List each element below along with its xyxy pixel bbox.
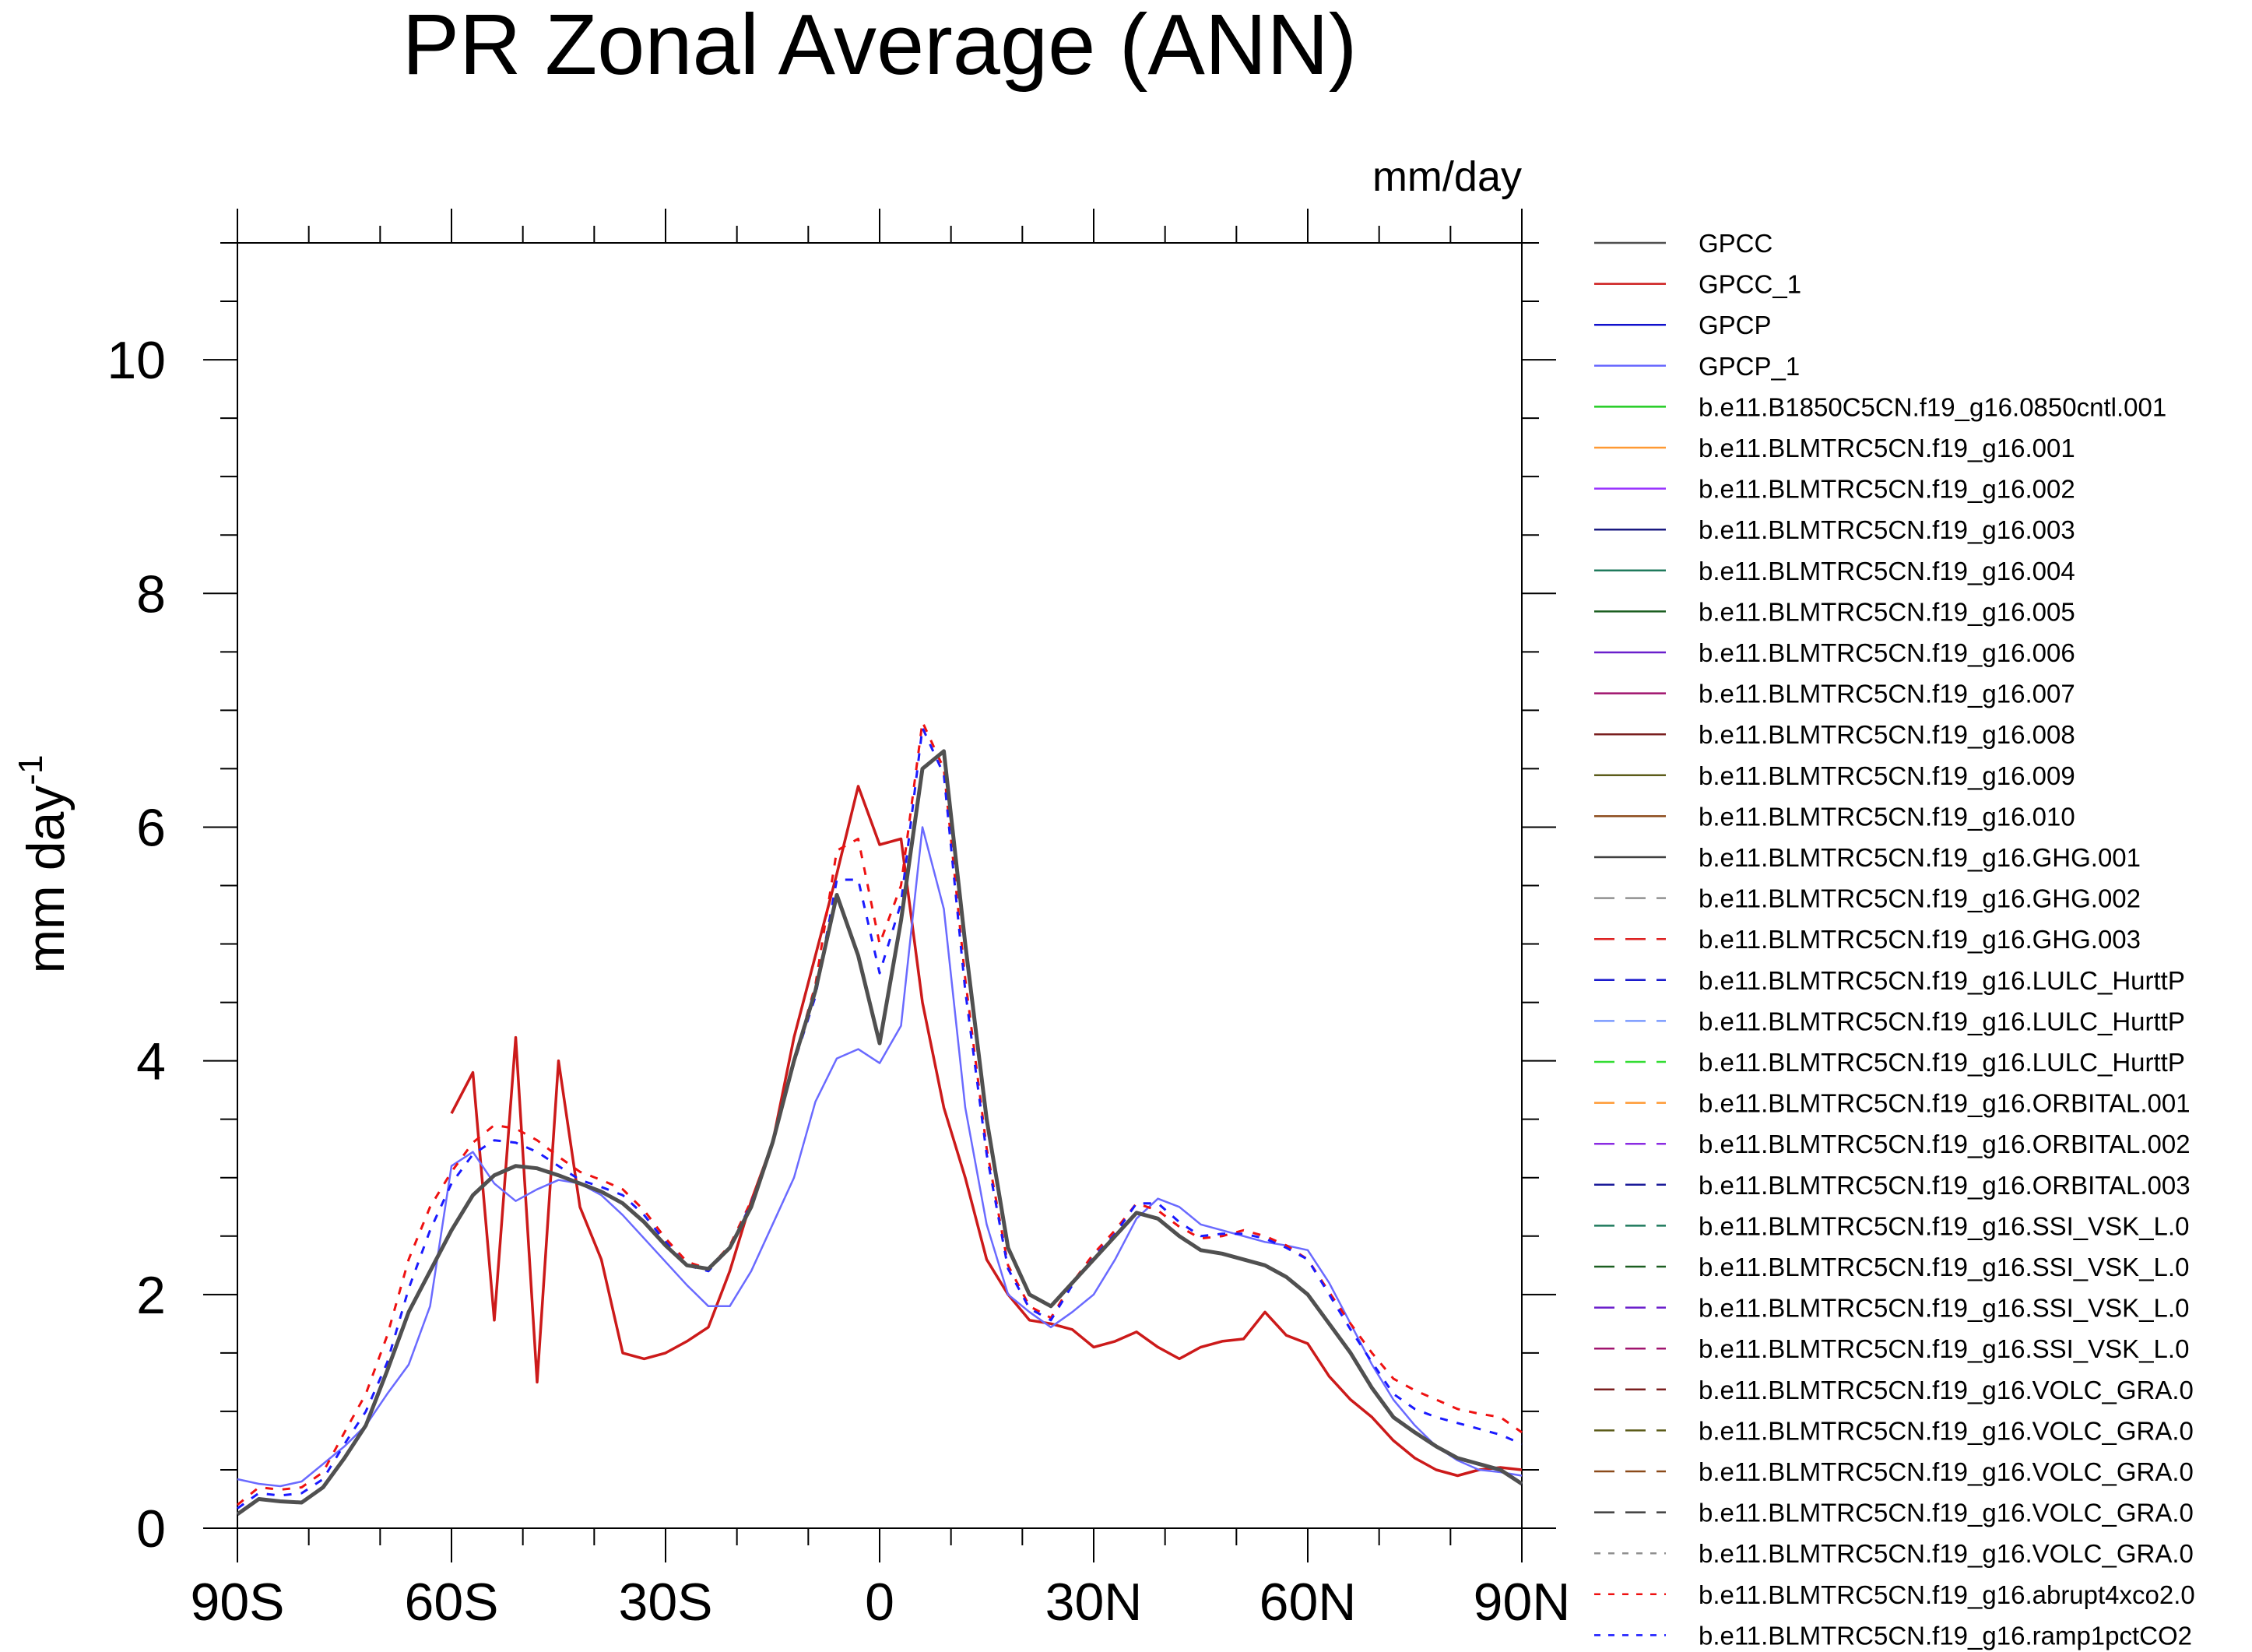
legend-label: b.e11.BLMTRC5CN.f19_g16.abrupt4xco2.0 [1699,1580,2195,1609]
legend-label: b.e11.BLMTRC5CN.f19_g16.ORBITAL.001 [1699,1089,2191,1118]
legend-label: b.e11.BLMTRC5CN.f19_g16.GHG.001 [1699,843,2141,872]
y-tick-label: 8 [136,564,166,624]
series-line [237,826,1523,1488]
legend-label: b.e11.BLMTRC5CN.f19_g16.SSI_VSK_L.0 [1699,1211,2189,1240]
y-tick-label: 10 [107,331,166,390]
x-tick-label: 60N [1260,1573,1357,1632]
legend-label: b.e11.BLMTRC5CN.f19_g16.005 [1699,597,2075,626]
legend-label: b.e11.BLMTRC5CN.f19_g16.VOLC_GRA.0 [1699,1416,2194,1445]
legend-label: b.e11.BLMTRC5CN.f19_g16.010 [1699,802,2075,831]
x-tick-label: 30S [619,1573,713,1632]
legend-label: b.e11.BLMTRC5CN.f19_g16.ORBITAL.003 [1699,1171,2191,1200]
legend-label: b.e11.B1850C5CN.f19_g16.0850cntl.001 [1699,392,2166,421]
y-axis-label: mm day-1 [12,755,76,974]
series-line [450,785,1523,1478]
legend-label: b.e11.BLMTRC5CN.f19_g16.GHG.002 [1699,884,2141,913]
legend-label: b.e11.BLMTRC5CN.f19_g16.LULC_HurttP [1699,966,2185,995]
y-tick-label: 0 [136,1499,166,1559]
legend-label: b.e11.BLMTRC5CN.f19_g16.004 [1699,557,2075,585]
legend-label: b.e11.BLMTRC5CN.f19_g16.007 [1699,680,2075,708]
legend-label: b.e11.BLMTRC5CN.f19_g16.VOLC_GRA.0 [1699,1539,2194,1568]
legend-label: GPCP_1 [1699,352,1800,381]
chart-title: PR Zonal Average (ANN) [402,0,1358,93]
units-label: mm/day [1372,153,1522,200]
legend-label: b.e11.BLMTRC5CN.f19_g16.GHG.003 [1699,925,2141,954]
legend-label: b.e11.BLMTRC5CN.f19_g16.SSI_VSK_L.0 [1699,1253,2189,1281]
legend-label: b.e11.BLMTRC5CN.f19_g16.VOLC_GRA.0 [1699,1376,2194,1404]
y-axis-label-exponent: -1 [12,755,50,786]
legend-label: GPCP [1699,311,1772,339]
legend-label: GPCC_1 [1699,270,1801,299]
y-tick-label: 6 [136,798,166,857]
legend-label: b.e11.BLMTRC5CN.f19_g16.008 [1699,720,2075,749]
legend-label: GPCC [1699,229,1772,258]
y-tick-label: 4 [136,1032,166,1091]
x-tick-label: 0 [865,1573,894,1632]
legend: GPCC GPCC_1 GPCP GPCP_1 b.e11.B1850C5CN.f19_… [1594,229,2195,1650]
legend-label: b.e11.BLMTRC5CN.f19_g16.ramp1pctCO2 [1699,1621,2192,1650]
legend-label: b.e11.BLMTRC5CN.f19_g16.003 [1699,515,2075,544]
legend-label: b.e11.BLMTRC5CN.f19_g16.002 [1699,475,2075,504]
legend-label: b.e11.BLMTRC5CN.f19_g16.ORBITAL.002 [1699,1130,2191,1158]
legend-label: b.e11.BLMTRC5CN.f19_g16.009 [1699,761,2075,790]
x-tick-label: 90N [1474,1573,1571,1632]
x-tick-label: 30N [1045,1573,1143,1632]
legend-label: b.e11.BLMTRC5CN.f19_g16.006 [1699,638,2075,667]
legend-label: b.e11.BLMTRC5CN.f19_g16.SSI_VSK_L.0 [1699,1334,2189,1363]
y-axis-label-main: mm day [16,786,76,974]
series-line [237,720,1523,1506]
legend-label: b.e11.BLMTRC5CN.f19_g16.LULC_HurttP [1699,1007,2185,1035]
legend-label: b.e11.BLMTRC5CN.f19_g16.001 [1699,434,2075,462]
x-tick-label: 90S [191,1573,285,1632]
x-tick-label: 60S [405,1573,499,1632]
legend-label: b.e11.BLMTRC5CN.f19_g16.LULC_HurttP [1699,1048,2185,1077]
series-line [237,726,1523,1510]
legend-label: b.e11.BLMTRC5CN.f19_g16.VOLC_GRA.0 [1699,1499,2194,1527]
legend-label: b.e11.BLMTRC5CN.f19_g16.SSI_VSK_L.0 [1699,1294,2189,1323]
plot-layer: 0 2 4 6 8 10 90S 60S 30S 0 30N 60N 90N [107,209,1570,1632]
y-tick-label: 2 [136,1266,166,1325]
plot-frame [237,242,1523,1529]
series-line [236,749,1523,1517]
series-line [237,750,1523,1516]
legend-label: b.e11.BLMTRC5CN.f19_g16.VOLC_GRA.0 [1699,1457,2194,1486]
